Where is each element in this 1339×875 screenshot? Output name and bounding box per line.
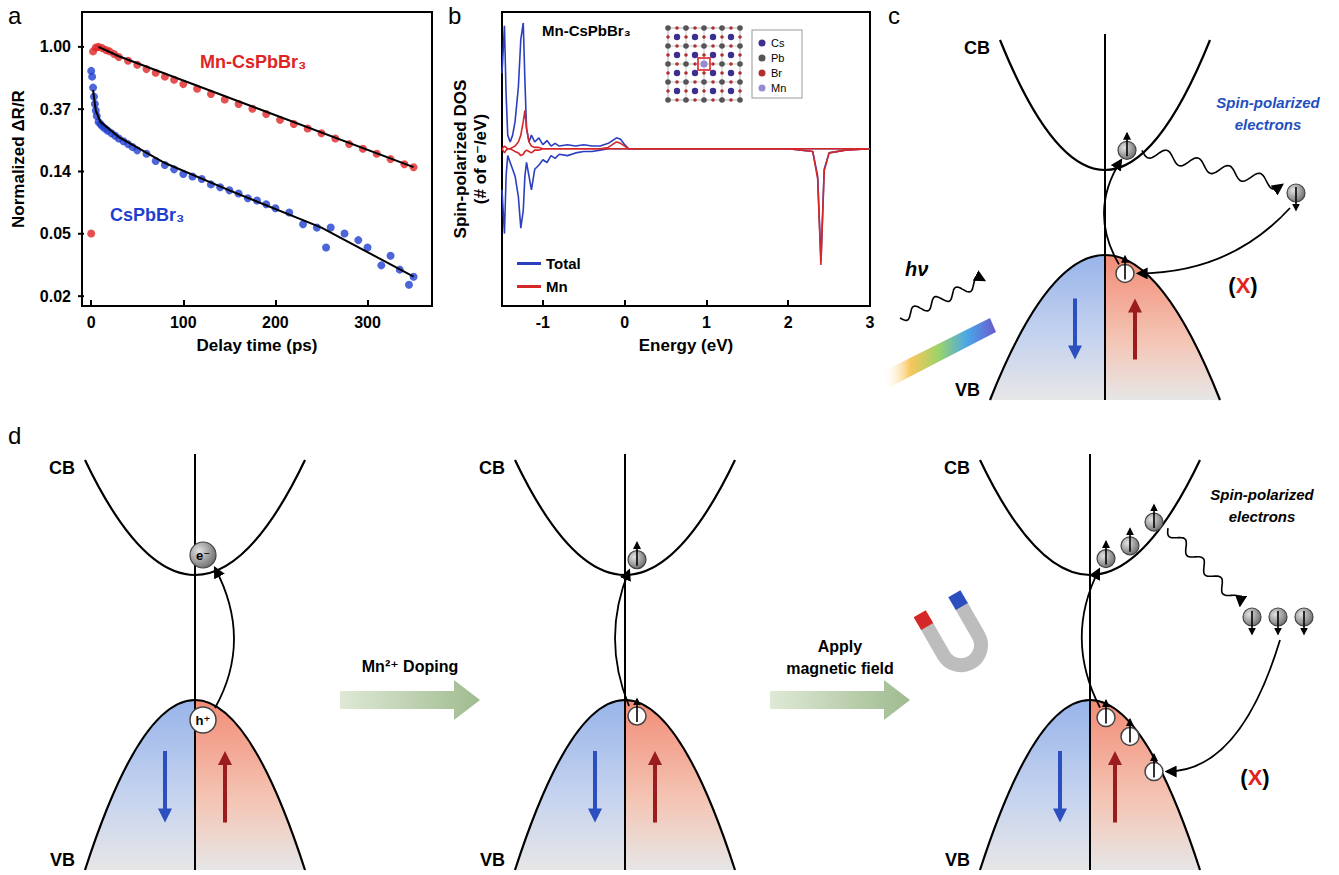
svg-text:200: 200 (262, 314, 289, 331)
svg-text:Mn: Mn (546, 278, 568, 295)
svg-text:b: b (448, 2, 461, 29)
svg-text:Mn-CsPbBr₃: Mn-CsPbBr₃ (542, 22, 631, 39)
svg-text:Mn²⁺ Doping: Mn²⁺ Doping (362, 658, 458, 675)
svg-text:electrons: electrons (1229, 508, 1296, 525)
svg-text:Delay time (ps): Delay time (ps) (197, 336, 318, 355)
svg-text:e⁻: e⁻ (196, 548, 210, 563)
svg-text:CsPbBr₃: CsPbBr₃ (110, 205, 184, 225)
svg-text:2: 2 (784, 314, 793, 331)
svg-text:0.02: 0.02 (40, 288, 71, 305)
svg-text:Pb: Pb (771, 52, 784, 64)
svg-text:Br: Br (771, 67, 782, 79)
svg-text:0.14: 0.14 (40, 163, 71, 180)
svg-text:1.00: 1.00 (40, 38, 71, 55)
svg-text:magnetic field: magnetic field (786, 660, 894, 677)
svg-text:electrons: electrons (1235, 116, 1302, 133)
svg-text:Spin-polarized: Spin-polarized (1210, 486, 1314, 503)
svg-text:1: 1 (702, 314, 711, 331)
svg-text:VB: VB (955, 380, 980, 400)
svg-text:-1: -1 (536, 314, 550, 331)
svg-text:0: 0 (87, 314, 96, 331)
svg-text:h⁺: h⁺ (196, 713, 211, 728)
svg-text:0.37: 0.37 (40, 101, 71, 118)
svg-text:hν: hν (905, 258, 928, 280)
svg-text:Total: Total (546, 255, 581, 272)
svg-text:VB: VB (50, 850, 75, 870)
svg-text:100: 100 (170, 314, 197, 331)
svg-text:Mn-CsPbBr₃: Mn-CsPbBr₃ (200, 52, 306, 72)
svg-text:(X): (X) (1240, 765, 1269, 790)
svg-text:Cs: Cs (771, 37, 785, 49)
svg-text:VB: VB (945, 850, 970, 870)
svg-text:CB: CB (944, 458, 970, 478)
svg-text:Normalized ΔR/R: Normalized ΔR/R (9, 90, 28, 228)
svg-text:3: 3 (866, 314, 875, 331)
svg-text:0.05: 0.05 (40, 225, 71, 242)
svg-text:CB: CB (479, 458, 505, 478)
svg-text:0: 0 (620, 314, 629, 331)
svg-text:300: 300 (354, 314, 381, 331)
svg-text:CB: CB (964, 38, 990, 58)
svg-text:c: c (888, 2, 900, 29)
svg-text:d: d (8, 422, 21, 449)
svg-text:CB: CB (49, 458, 75, 478)
svg-text:Mn: Mn (771, 82, 786, 94)
svg-text:Energy (eV): Energy (eV) (639, 336, 733, 355)
svg-text:(# of e⁻/eV): (# of e⁻/eV) (471, 114, 490, 204)
svg-text:VB: VB (480, 850, 505, 870)
svg-text:a: a (8, 2, 22, 29)
svg-text:Apply: Apply (818, 638, 863, 655)
svg-text:Spin-polarized: Spin-polarized (1216, 94, 1320, 111)
svg-text:(X): (X) (1228, 273, 1257, 298)
svg-text:Spin-polarized DOS: Spin-polarized DOS (451, 80, 470, 239)
